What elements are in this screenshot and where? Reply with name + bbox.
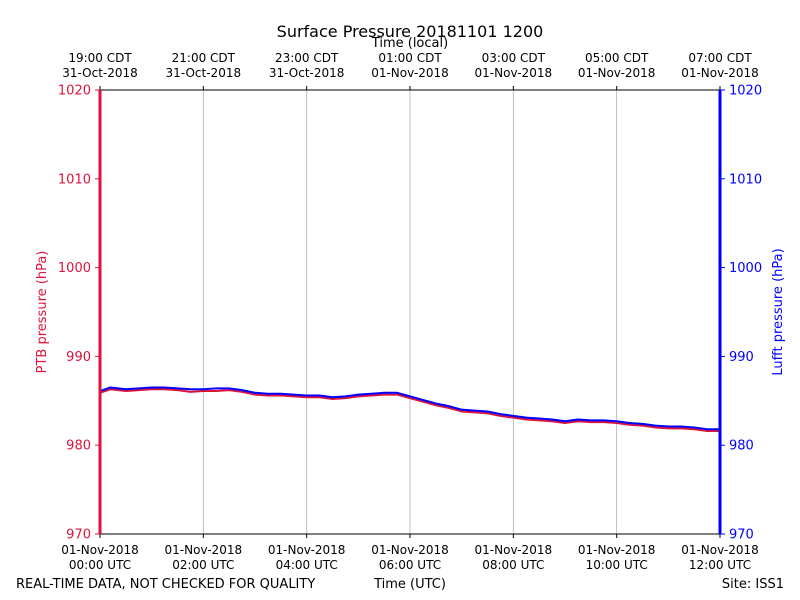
- top-tick-date-label: 01-Nov-2018: [681, 66, 759, 80]
- gridlines: [202, 90, 618, 534]
- top-tick-time-label: 21:00 CDT: [172, 51, 236, 65]
- x-tick-time-label: 04:00 UTC: [276, 558, 338, 572]
- left-y-tick-label: 970: [66, 528, 91, 543]
- top-tick-date-label: 31-Oct-2018: [62, 66, 138, 80]
- x-tick-time-label: 00:00 UTC: [69, 558, 131, 572]
- x-tick-date-label: 01-Nov-2018: [61, 543, 139, 557]
- top-tick-date-label: 01-Nov-2018: [475, 66, 553, 80]
- ptb-pressure-line: [99, 388, 721, 432]
- right-y-tick-label: 990: [729, 350, 754, 365]
- x-tick-time-label: 02:00 UTC: [172, 558, 234, 572]
- left-axis-label: PTB pressure (hPa): [35, 251, 50, 374]
- x-tick-time-label: 10:00 UTC: [586, 558, 648, 572]
- left-y-tick-label: 990: [66, 350, 91, 365]
- x-tick-date-label: 01-Nov-2018: [681, 543, 759, 557]
- top-tick-time-label: 07:00 CDT: [688, 51, 752, 65]
- top-axis-label: Time (local): [371, 36, 448, 51]
- right-y-tick-label: 1010: [729, 172, 762, 187]
- top-tick-date-label: 31-Oct-2018: [166, 66, 242, 80]
- left-y-tick-label: 1000: [58, 261, 91, 276]
- site-label: Site: ISS1: [722, 577, 784, 592]
- top-tick-time-label: 05:00 CDT: [585, 51, 649, 65]
- left-y-tick-label: 980: [66, 439, 91, 454]
- x-axis-label: Time (UTC): [373, 577, 446, 592]
- top-tick-time-label: 23:00 CDT: [275, 51, 339, 65]
- x-tick-time-label: 06:00 UTC: [379, 558, 441, 572]
- x-tick-date-label: 01-Nov-2018: [268, 543, 346, 557]
- left-y-tick-label: 1010: [58, 172, 91, 187]
- top-tick-date-label: 31-Oct-2018: [269, 66, 345, 80]
- left-y-tick-label: 1020: [58, 84, 91, 99]
- x-tick-date-label: 01-Nov-2018: [475, 543, 553, 557]
- right-axis-label: Lufft pressure (hPa): [771, 248, 786, 375]
- x-tick-date-label: 01-Nov-2018: [165, 543, 243, 557]
- right-y-tick-label: 1020: [729, 84, 762, 99]
- x-tick-date-label: 01-Nov-2018: [578, 543, 656, 557]
- top-tick-date-label: 01-Nov-2018: [578, 66, 656, 80]
- right-y-tick-label: 980: [729, 439, 754, 454]
- x-tick-time-label: 08:00 UTC: [482, 558, 544, 572]
- right-y-tick-label: 1000: [729, 261, 762, 276]
- x-tick-time-label: 12:00 UTC: [689, 558, 751, 572]
- top-tick-time-label: 03:00 CDT: [482, 51, 546, 65]
- x-tick-date-label: 01-Nov-2018: [371, 543, 449, 557]
- series-lines: [99, 386, 721, 432]
- top-tick-time-label: 01:00 CDT: [378, 51, 442, 65]
- lufft-pressure-line: [99, 386, 721, 431]
- chart-title: Surface Pressure 20181101 1200: [277, 22, 544, 41]
- quality-disclaimer: REAL-TIME DATA, NOT CHECKED FOR QUALITY: [16, 577, 315, 592]
- top-tick-date-label: 01-Nov-2018: [371, 66, 449, 80]
- right-y-tick-label: 970: [729, 528, 754, 543]
- top-tick-time-label: 19:00 CDT: [68, 51, 132, 65]
